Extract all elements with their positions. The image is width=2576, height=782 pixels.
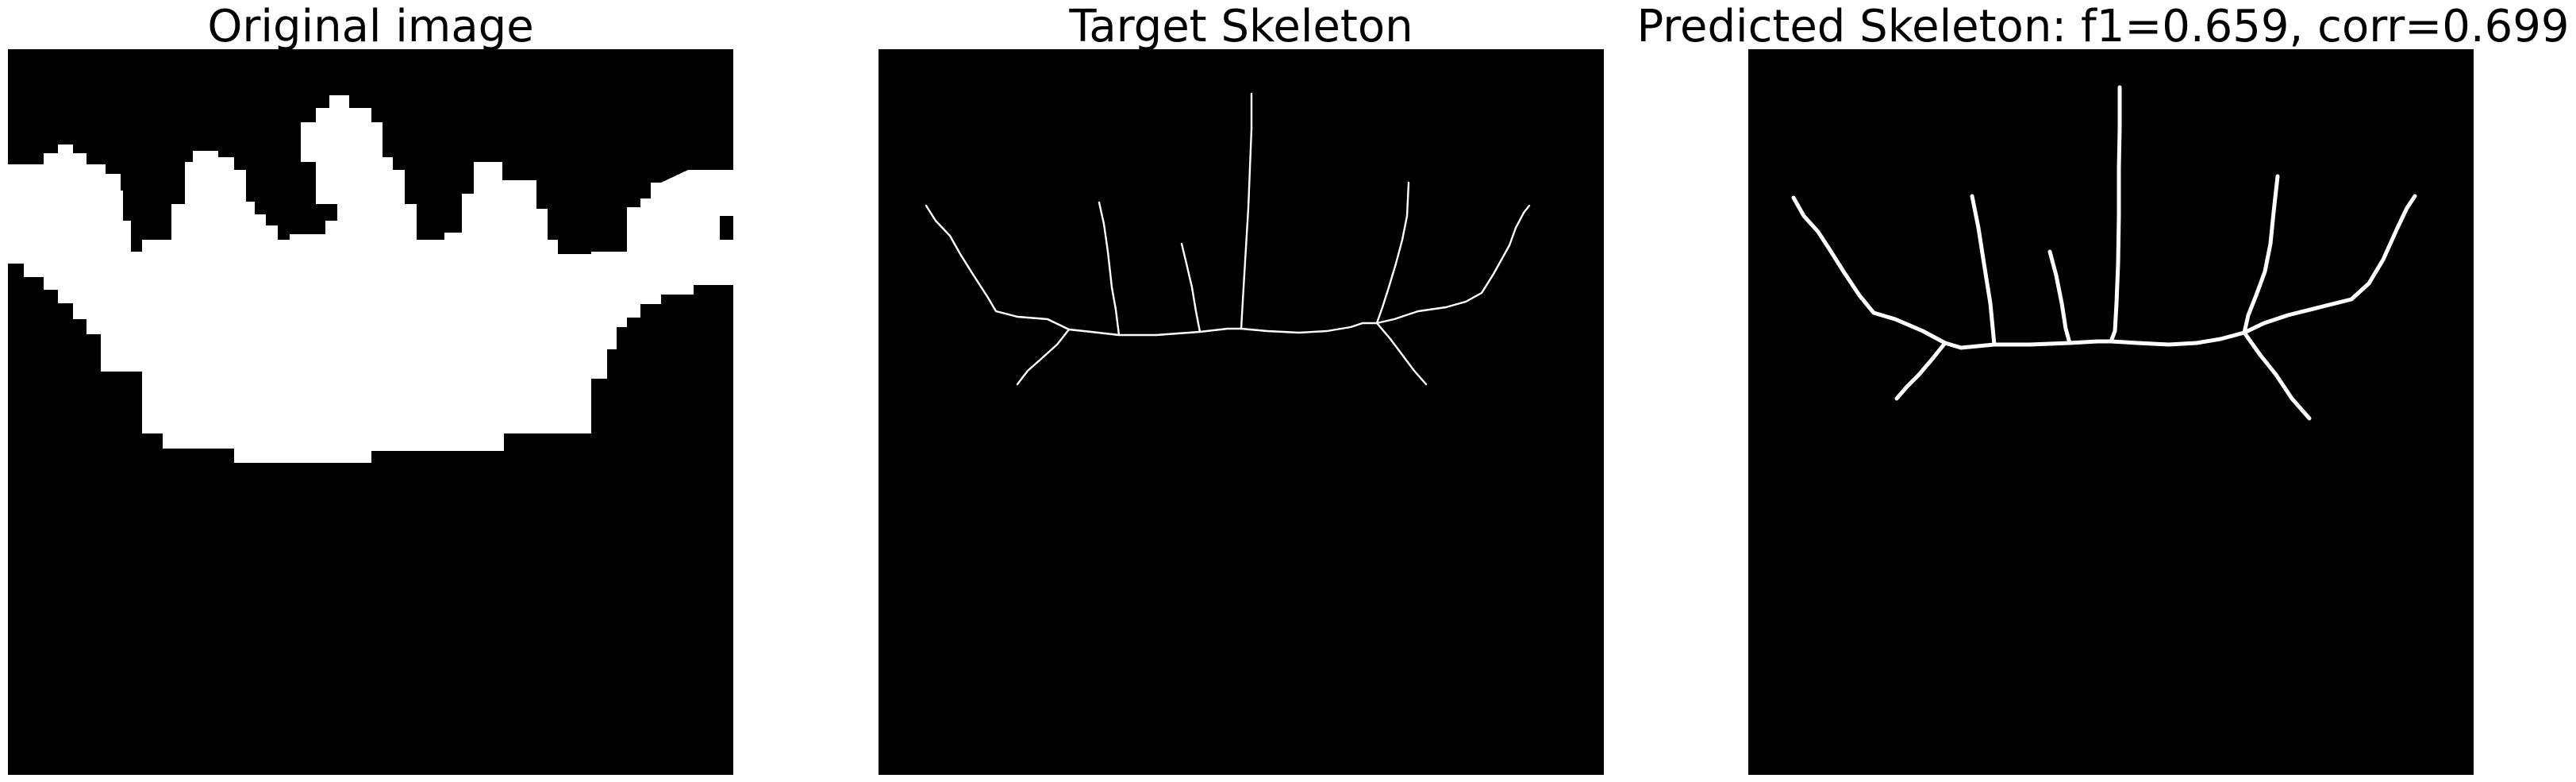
panel-title-target: Target Skeleton xyxy=(879,3,1604,51)
target-skeleton-image xyxy=(879,49,1604,775)
image-background xyxy=(1748,49,2474,775)
original-silhouette-image xyxy=(8,49,733,775)
image-background xyxy=(879,49,1604,775)
original-image-panel xyxy=(8,49,733,775)
panel-title-predicted: Predicted Skeleton: f1=0.659, corr=0.699 xyxy=(1635,3,2571,51)
panel-title-original: Original image xyxy=(8,3,733,51)
predicted-skeleton-image xyxy=(1748,49,2474,775)
target-skeleton-panel xyxy=(879,49,1604,775)
predicted-skeleton-panel xyxy=(1748,49,2474,775)
